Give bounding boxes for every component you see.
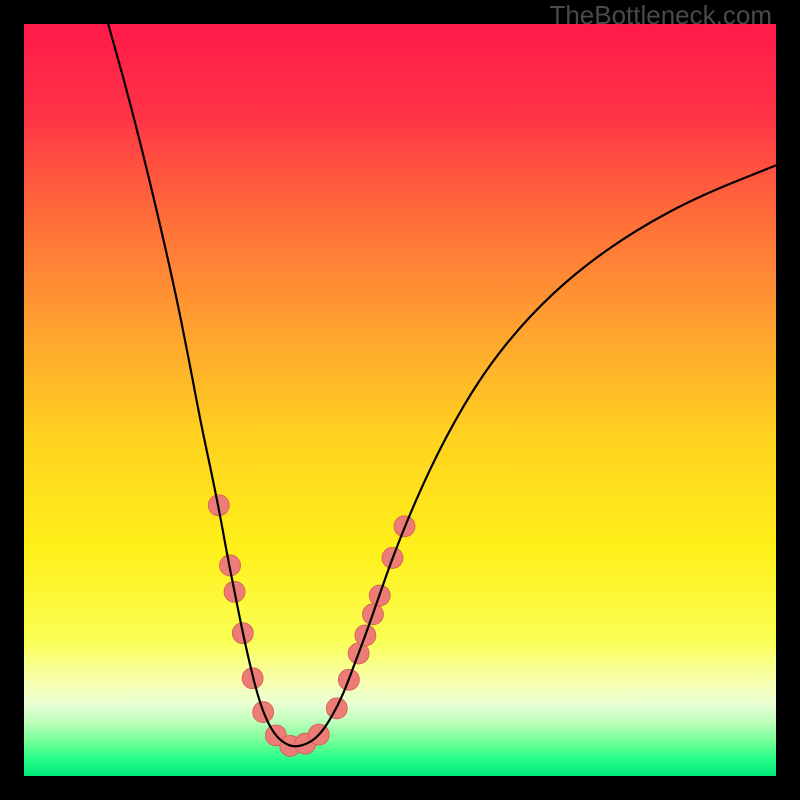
frame-border-right	[776, 0, 800, 800]
plot-svg	[24, 24, 776, 776]
frame-border-left	[0, 0, 24, 800]
watermark-label: TheBottleneck.com	[549, 0, 772, 31]
gradient-background	[24, 24, 776, 776]
chart-root: TheBottleneck.com	[0, 0, 800, 800]
frame-border-bottom	[0, 776, 800, 800]
plot-area	[24, 24, 776, 776]
